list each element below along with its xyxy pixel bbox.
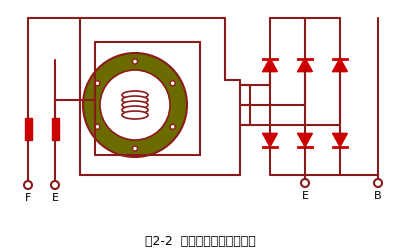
Circle shape	[170, 124, 175, 129]
Polygon shape	[263, 58, 277, 71]
Circle shape	[170, 81, 175, 86]
FancyBboxPatch shape	[24, 118, 32, 140]
Ellipse shape	[122, 96, 148, 104]
Polygon shape	[333, 58, 347, 71]
Circle shape	[95, 81, 100, 86]
Circle shape	[95, 124, 100, 129]
Circle shape	[100, 70, 170, 140]
Text: 图2-2  交流发电机工作原理图: 图2-2 交流发电机工作原理图	[145, 235, 255, 248]
Text: E: E	[302, 191, 308, 201]
Ellipse shape	[122, 106, 148, 114]
Text: B: B	[374, 191, 382, 201]
Ellipse shape	[122, 111, 148, 119]
Ellipse shape	[122, 91, 148, 99]
Polygon shape	[298, 134, 312, 146]
Polygon shape	[298, 58, 312, 71]
Polygon shape	[263, 134, 277, 146]
Text: F: F	[25, 193, 31, 203]
FancyBboxPatch shape	[52, 118, 58, 140]
Circle shape	[83, 53, 187, 157]
Text: E: E	[52, 193, 58, 203]
Polygon shape	[333, 134, 347, 146]
Circle shape	[132, 59, 138, 64]
Ellipse shape	[122, 101, 148, 109]
Circle shape	[132, 146, 138, 151]
